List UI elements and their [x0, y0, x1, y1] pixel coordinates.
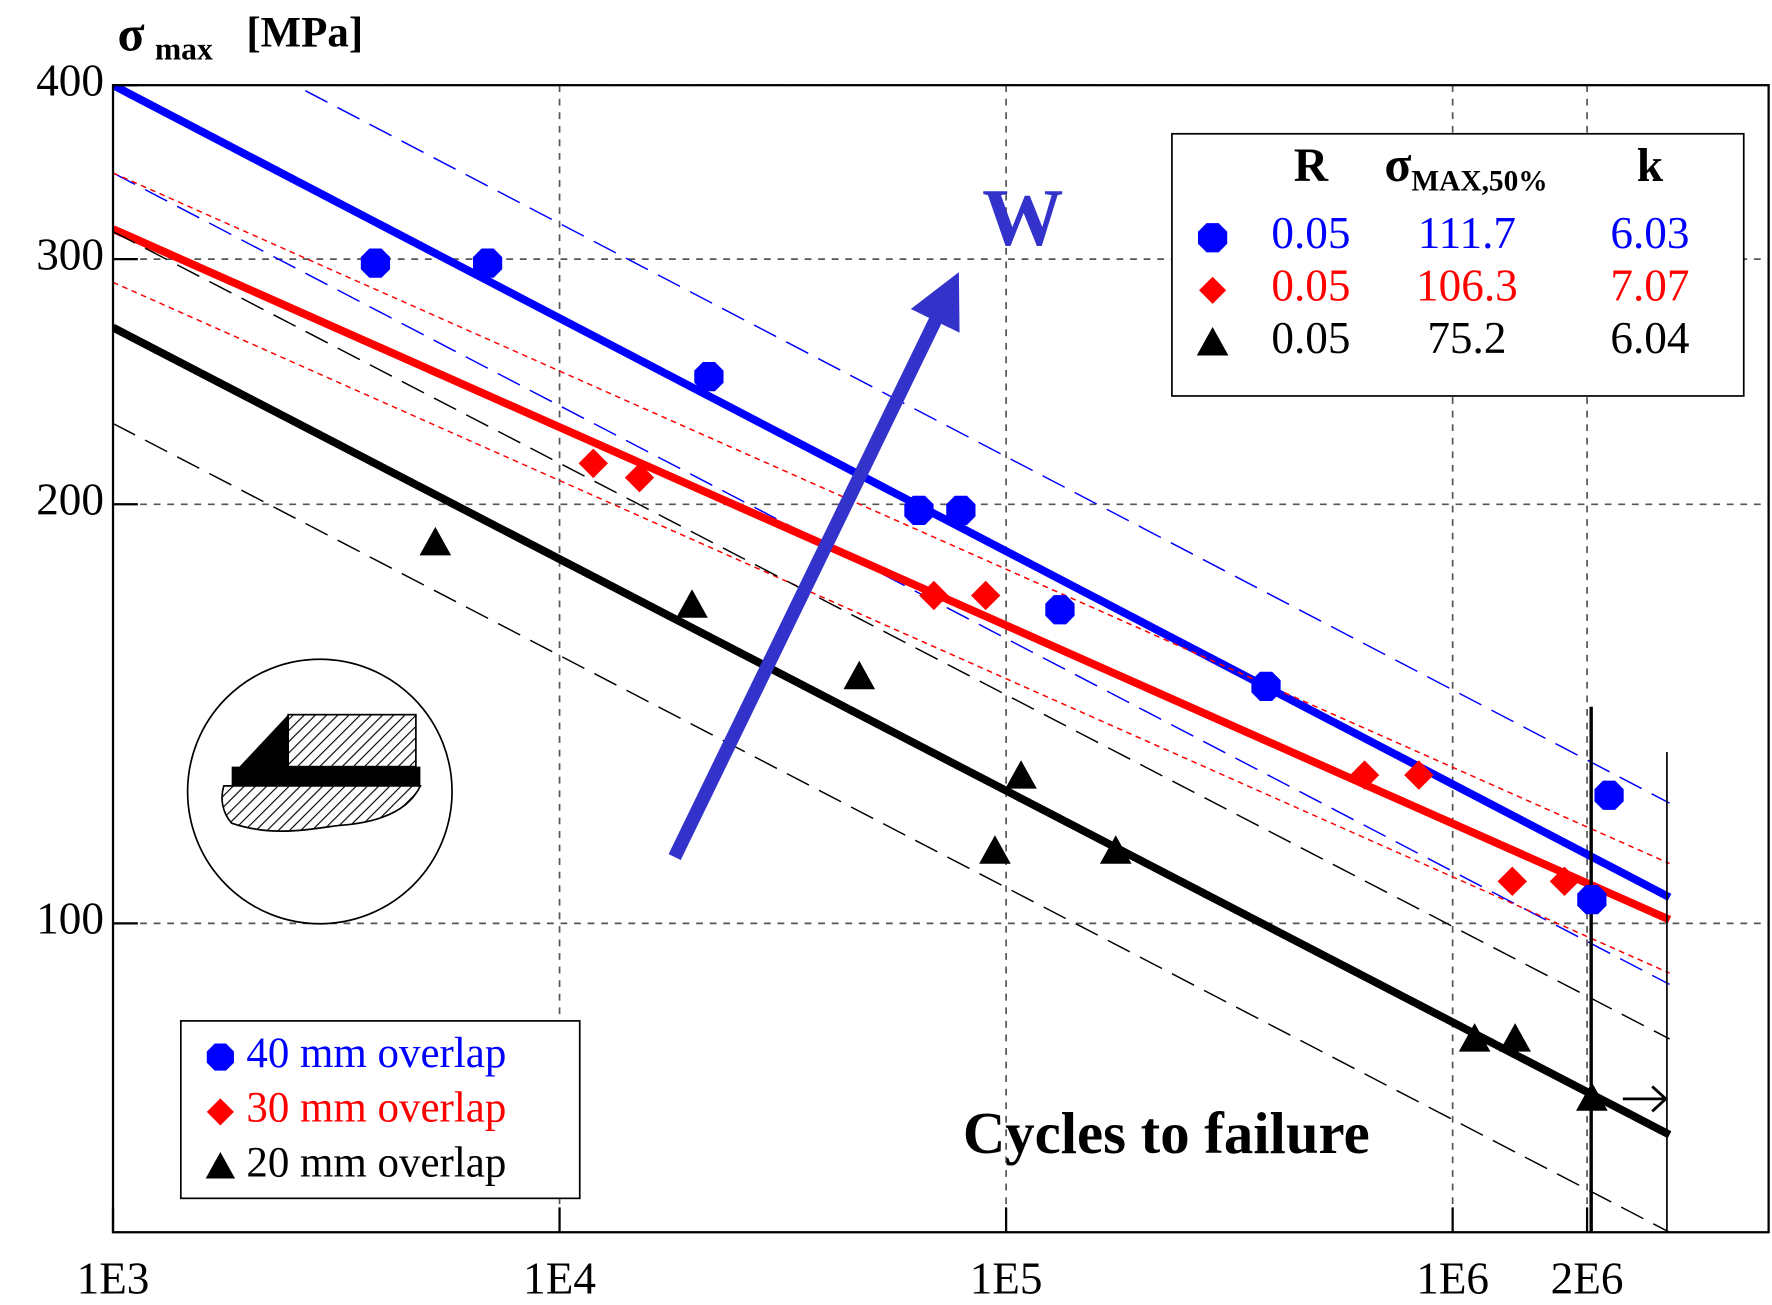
data-point	[946, 495, 976, 525]
data-point	[472, 248, 503, 278]
scatter-band	[113, 422, 1670, 1233]
data-point	[1499, 1023, 1531, 1052]
x-tick-label: 2E6	[1551, 1253, 1624, 1303]
data-point	[1045, 595, 1075, 625]
data-point	[1577, 885, 1607, 915]
scatter-band	[113, 281, 1670, 974]
table-cell: 0.05	[1271, 313, 1350, 363]
table-cell: 75.2	[1427, 313, 1506, 363]
table-cell: 106.3	[1416, 261, 1518, 311]
table-cell: 7.07	[1610, 261, 1689, 311]
data-point	[1404, 760, 1434, 790]
scatter-band	[113, 172, 1670, 865]
x-tick-label: 1E3	[77, 1253, 150, 1303]
data-point	[624, 462, 655, 493]
table-header: σMAX,50%	[1384, 137, 1547, 197]
y-tick-label: 100	[36, 894, 104, 944]
data-point	[1576, 1082, 1608, 1111]
table-header: k	[1637, 140, 1664, 192]
runout-arrow	[1622, 1085, 1668, 1113]
y-axis-unit: [MPa]	[246, 9, 363, 56]
table-cell: 0.05	[1271, 208, 1350, 258]
table-marker	[1196, 327, 1229, 356]
y-tick-label: 300	[36, 230, 104, 280]
data-point	[919, 580, 949, 611]
x-tick-label: 1E4	[523, 1253, 596, 1303]
data-point	[1594, 780, 1624, 810]
legend-marker	[206, 1043, 234, 1071]
table-header: R	[1294, 140, 1329, 192]
legend-label: 30 mm overlap	[246, 1085, 506, 1132]
data-point	[904, 495, 934, 525]
lines	[113, 85, 1672, 1233]
legend-label: 20 mm overlap	[246, 1140, 506, 1187]
data-point	[1005, 760, 1037, 789]
data-point	[1099, 835, 1132, 864]
data-point	[843, 660, 876, 690]
data-point	[970, 580, 1001, 611]
data-point	[360, 248, 391, 278]
table-box	[1171, 132, 1745, 397]
scatter-band	[113, 230, 1670, 1040]
plot-frame	[111, 84, 1770, 1234]
y-axis-label-sub: max	[155, 32, 213, 67]
table-header-sub: MAX,50%	[1411, 165, 1547, 197]
x-tick-label: 1E5	[970, 1253, 1043, 1303]
y-tick-label: 400	[36, 56, 104, 106]
data-point	[1349, 760, 1380, 790]
data-point	[979, 835, 1011, 864]
table-header-text: σ	[1384, 137, 1411, 192]
data-point	[1458, 1023, 1491, 1052]
y-axis-label: σ	[118, 6, 145, 61]
table-marker	[1197, 223, 1228, 253]
annotation: W	[982, 172, 1063, 263]
legend-box	[179, 1020, 581, 1200]
y-tick-label: 200	[36, 475, 104, 525]
legend-marker	[206, 1098, 234, 1126]
data-point	[676, 589, 708, 618]
data-point	[578, 448, 608, 479]
data-point	[1497, 866, 1527, 897]
data-point	[694, 362, 724, 392]
data-point	[419, 526, 452, 556]
fit-line	[113, 324, 1672, 1139]
x-tick-label: 1E6	[1416, 1253, 1489, 1303]
table-cell: 6.03	[1610, 208, 1689, 258]
table-cell: 0.05	[1271, 261, 1350, 311]
fit-line	[113, 225, 1672, 924]
legend-label: 40 mm overlap	[246, 1030, 506, 1077]
data-point	[1251, 671, 1281, 701]
table-cell: 111.7	[1418, 208, 1516, 258]
fit-line	[113, 85, 1672, 901]
joint-sketch	[186, 658, 453, 925]
legend: 40 mm overlap 30 mm overlap 20 mm overlap	[179, 1020, 581, 1200]
w-arrow	[668, 272, 960, 861]
table-cell: 6.04	[1610, 313, 1689, 363]
legend-marker	[205, 1152, 236, 1179]
x-axis-label: Cycles to failure	[963, 1101, 1370, 1166]
